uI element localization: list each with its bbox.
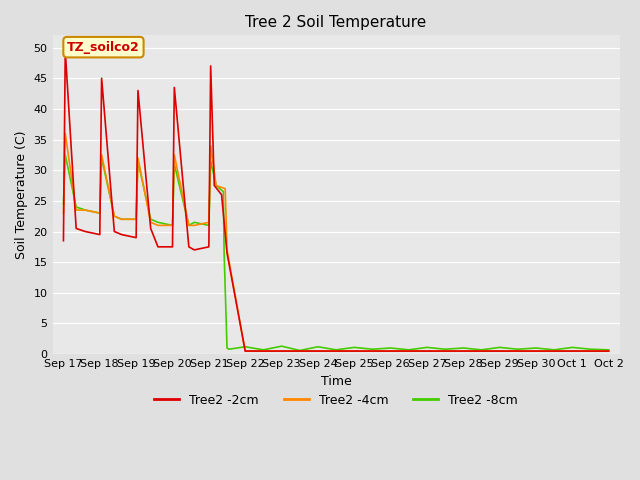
X-axis label: Time: Time — [321, 374, 351, 387]
Title: Tree 2 Soil Temperature: Tree 2 Soil Temperature — [246, 15, 427, 30]
Legend: Tree2 -2cm, Tree2 -4cm, Tree2 -8cm: Tree2 -2cm, Tree2 -4cm, Tree2 -8cm — [149, 389, 523, 412]
Y-axis label: Soil Temperature (C): Soil Temperature (C) — [15, 131, 28, 259]
Text: TZ_soilco2: TZ_soilco2 — [67, 41, 140, 54]
